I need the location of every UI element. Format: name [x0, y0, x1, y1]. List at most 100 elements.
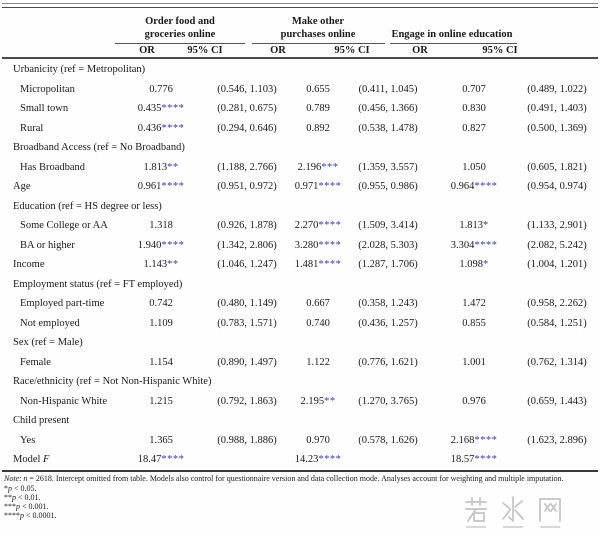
row-label: Sex (ref = Male): [13, 337, 83, 348]
group-header: Order food and groceries online: [145, 16, 216, 41]
or-cell: 0.970: [306, 434, 330, 446]
group-header-line: purchases online: [280, 28, 356, 40]
or-cell: 3.280****: [294, 239, 342, 251]
row-label: Urbanicity (ref = Metropolitan): [13, 64, 146, 75]
significance-stars: ****: [318, 181, 342, 192]
or-cell: 0.892: [306, 122, 330, 134]
or-cell: 0.830: [462, 103, 486, 114]
significance-stars: ****: [161, 454, 185, 465]
ci-cell: (0.281, 0.675): [217, 103, 277, 114]
table-row: Female 1.154 (0.890, 1.497) 1.122 (0.776, 1.…: [0, 353, 600, 373]
ci-cell: (0.538, 1.478): [358, 122, 418, 134]
table-row: Employed part-time 0.742 (0.480, 1.149) 0.6…: [0, 294, 600, 314]
ci-cell: (1.509, 3.414): [358, 220, 418, 231]
col-header-or: OR: [139, 45, 155, 56]
or-cell: 0.435****: [137, 103, 185, 114]
table-row: Yes 1.365 (0.988, 1.886) 0.970 (0.578, 1.626…: [0, 431, 600, 451]
significance-stars: ****: [474, 239, 498, 251]
or-cell: 0.855: [462, 317, 486, 329]
note-italic-text: Note: [4, 474, 20, 483]
ci-cell: (1.342, 2.806): [217, 239, 277, 251]
ci-cell: (0.500, 1.369): [527, 122, 587, 134]
or-cell: 0.971****: [294, 181, 342, 192]
ci-cell: (0.358, 1.243): [358, 298, 418, 309]
or-cell: 0.436****: [137, 122, 185, 134]
or-cell: 2.195**: [300, 395, 336, 407]
significance-stars: ****: [474, 454, 498, 465]
significance-stars: **: [167, 161, 179, 173]
ci-cell: (0.436, 1.257): [358, 317, 418, 329]
or-cell: 0.707: [462, 83, 486, 95]
col-header-ci: 95% CI: [334, 45, 370, 56]
ci-cell: (0.890, 1.497): [217, 356, 277, 368]
or-cell: 1.215: [149, 395, 173, 407]
or-cell: 1.365: [149, 434, 173, 446]
significance-stars: **: [324, 395, 336, 407]
significance-stars: ****: [161, 239, 185, 251]
table-row: Has Broadband 1.813** (1.188, 2.766) 2.196*…: [0, 158, 600, 178]
or-cell: 1.001: [462, 356, 486, 368]
significance-stars: ****: [161, 103, 185, 114]
group-header-line: Engage in online education: [391, 28, 513, 40]
or-cell: 1.122: [306, 356, 330, 368]
row-label: Income: [13, 259, 45, 270]
ci-cell: (0.456, 1.366): [358, 103, 418, 114]
ci-cell: (1.046, 1.247): [217, 259, 277, 270]
row-label: Broadband Access (ref = No Broadband): [13, 142, 185, 153]
or-cell: 2.168****: [450, 434, 498, 446]
or-cell: 18.47****: [137, 454, 185, 465]
note-line: Note: n = 2618. Intercept omitted from t…: [4, 474, 564, 483]
group-underline: [390, 43, 517, 44]
row-label-italic: F: [43, 454, 50, 465]
or-cell: 1.098*: [459, 259, 489, 270]
table-row: Income 1.143** (1.046, 1.247) 1.481**** (1.2…: [0, 255, 600, 275]
significance-stars: ****: [318, 454, 342, 465]
or-cell: 0.776: [149, 83, 173, 95]
group-underline: [252, 43, 385, 44]
or-cell: 0.655: [306, 83, 330, 95]
col-header-or: OR: [412, 45, 428, 56]
ci-cell: (0.783, 1.571): [217, 317, 277, 329]
or-cell: 0.742: [149, 298, 173, 309]
or-cell: 2.270****: [294, 220, 342, 231]
table-top-rule: [2, 3, 598, 8]
sig-line: **p < 0.01.: [4, 492, 41, 502]
row-label: Some College or AA: [20, 220, 108, 231]
ci-cell: (0.578, 1.626): [358, 434, 418, 446]
watermark-subtext-bar: [503, 526, 523, 528]
watermark-char-wang: [536, 495, 564, 528]
ci-cell: (2.082, 5.242): [527, 239, 587, 251]
or-cell: 1.472: [462, 298, 486, 309]
ci-cell: (1.270, 3.765): [358, 395, 418, 407]
ci-cell: (1.133, 2.901): [527, 220, 587, 231]
ci-cell: (0.988, 1.886): [217, 434, 277, 446]
ci-cell: (0.584, 1.251): [527, 317, 587, 329]
section-row: Education (ref = HS degree or less): [0, 197, 600, 217]
ci-cell: (0.955, 0.986): [358, 181, 418, 192]
section-row: Employment status (ref = FT employed): [0, 275, 600, 295]
group-header-line: Make other: [291, 16, 345, 27]
ci-cell: (0.926, 1.878): [217, 220, 277, 231]
or-cell: 1.481****: [294, 259, 342, 270]
note-italic-text: p: [12, 492, 16, 502]
significance-stars: ****: [474, 181, 498, 192]
table-row: Micropolitan 0.776 (0.546, 1.103) 0.655 (0.4…: [0, 80, 600, 100]
row-label: Child present: [13, 415, 70, 426]
sig-line: ***p < 0.001.: [4, 501, 49, 511]
note-italic-text: n: [23, 474, 28, 483]
header-bottom-rule: [2, 57, 598, 59]
or-cell: 14.23****: [294, 454, 342, 465]
sig-line: ****p < 0.0001.: [4, 510, 57, 520]
ci-cell: (0.762, 1.314): [527, 356, 587, 368]
row-label: Micropolitan: [20, 83, 75, 95]
table-bottom-rule: [2, 470, 598, 472]
or-cell: 1.143**: [143, 259, 179, 270]
table-body: Urbanicity (ref = Metropolitan) Micropoli…: [0, 60, 600, 470]
or-cell: 1.813**: [143, 161, 179, 173]
row-label: Non-Hispanic White: [20, 395, 107, 407]
ci-cell: (0.489, 1.022): [527, 83, 587, 95]
table-row: Non-Hispanic White 1.215 (0.792, 1.863) 2.1…: [0, 392, 600, 412]
row-label: Race/ethnicity (ref = Not Non-Hispanic W…: [13, 376, 212, 387]
table-header: Order food and groceries online OR 95% CI Ma…: [0, 8, 600, 57]
